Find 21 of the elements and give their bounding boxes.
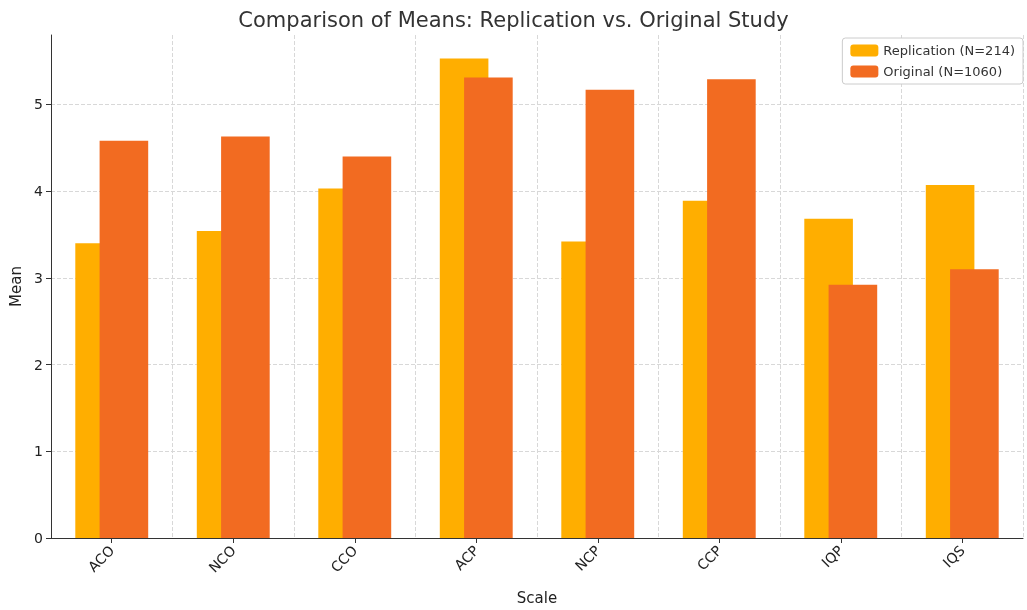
y-axis-title: Mean xyxy=(6,266,25,307)
x-tick-label: IQP xyxy=(818,542,847,571)
y-tick-label: 3 xyxy=(34,269,43,286)
bar xyxy=(342,156,392,538)
y-tick-label: 4 xyxy=(34,183,44,200)
bar xyxy=(464,77,513,538)
y-tick-label: 2 xyxy=(34,356,43,373)
x-axis-title: Scale xyxy=(516,588,558,607)
y-tick-label: 5 xyxy=(34,96,43,113)
bar xyxy=(707,79,756,538)
bar xyxy=(950,269,999,538)
bar xyxy=(99,140,149,538)
legend-label: Replication (N=214) xyxy=(883,43,1016,58)
y-tick-label: 0 xyxy=(34,530,43,546)
y-tick-label: 1 xyxy=(34,443,43,460)
bar xyxy=(585,89,635,538)
chart-title: Comparison of Means: Replication vs. Original Study xyxy=(238,7,789,32)
bar xyxy=(221,136,270,538)
x-tick-label: IQS xyxy=(939,542,968,571)
bar xyxy=(828,284,878,538)
legend-label: Original (N=1060) xyxy=(883,64,1003,79)
